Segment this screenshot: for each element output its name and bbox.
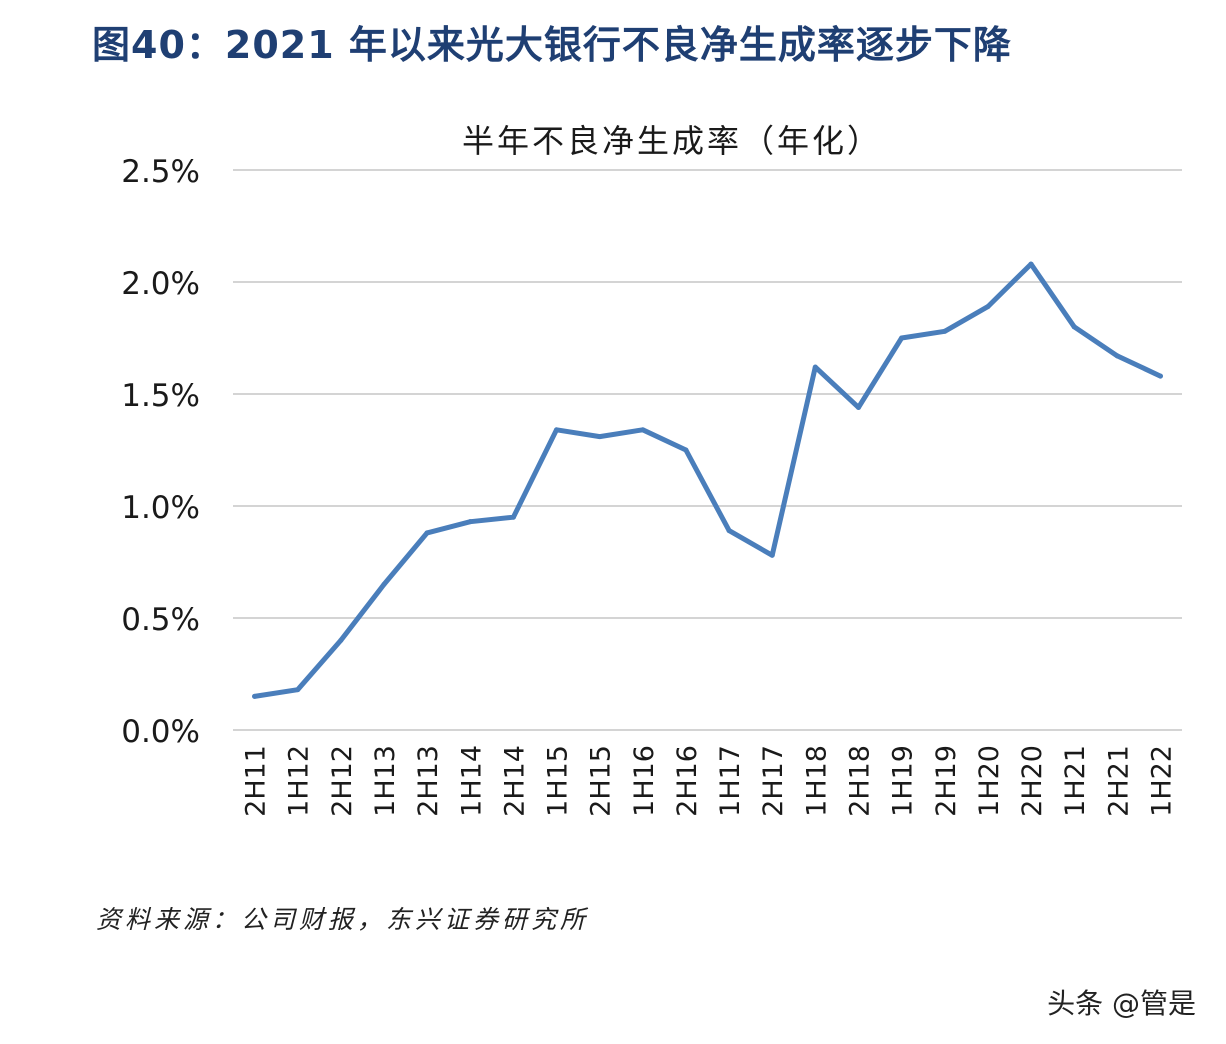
x-tick-label: 2H15 bbox=[586, 745, 617, 817]
x-tick-label: 1H16 bbox=[629, 745, 660, 817]
data-point bbox=[726, 528, 732, 534]
figure-title: 图40：2021 年以来光大银行不良净生成率逐步下降 bbox=[92, 23, 1012, 67]
data-point bbox=[640, 427, 646, 433]
data-point bbox=[985, 304, 991, 310]
chart-title: 半年不良净生成率（年化） bbox=[462, 122, 882, 160]
x-tick-label: 1H17 bbox=[715, 745, 746, 817]
x-tick-label: 2H21 bbox=[1103, 745, 1134, 817]
x-tick-label: 2H11 bbox=[241, 745, 272, 817]
data-point bbox=[424, 530, 430, 536]
data-point bbox=[1071, 324, 1077, 330]
x-tick-label: 2H18 bbox=[844, 745, 875, 817]
y-tick-label: 2.5% bbox=[121, 154, 200, 190]
data-point bbox=[1114, 353, 1120, 359]
y-axis-ticks: 0.0% 0.5% 1.0% 1.5% 2.0% 2.5% bbox=[121, 154, 200, 750]
data-point bbox=[812, 364, 818, 370]
y-tick-label: 2.0% bbox=[121, 266, 200, 302]
x-tick-label: 2H14 bbox=[499, 745, 530, 817]
data-point bbox=[1157, 373, 1163, 379]
x-tick-label: 2H16 bbox=[672, 745, 703, 817]
y-tick-label: 0.0% bbox=[121, 714, 200, 750]
data-point bbox=[381, 581, 387, 587]
watermark: 头条 @管是 bbox=[1047, 987, 1196, 1020]
x-axis-ticks: 2H11 1H12 2H12 1H13 2H13 1H14 2H14 1H15 2H15 1H16… bbox=[241, 745, 1178, 817]
x-tick-label: 2H12 bbox=[327, 745, 358, 817]
data-point bbox=[295, 687, 301, 693]
source-note: 资料来源：公司财报，东兴证券研究所 bbox=[96, 905, 590, 934]
x-tick-label: 1H22 bbox=[1146, 745, 1177, 817]
x-tick-label: 1H12 bbox=[284, 745, 315, 817]
series-line-group bbox=[252, 261, 1163, 699]
data-point bbox=[252, 693, 258, 699]
x-tick-label: 1H15 bbox=[543, 745, 574, 817]
data-point bbox=[510, 514, 516, 520]
data-point bbox=[597, 434, 603, 440]
x-tick-label: 1H14 bbox=[456, 745, 487, 817]
x-tick-label: 1H20 bbox=[974, 745, 1005, 817]
data-point bbox=[769, 552, 775, 558]
data-point bbox=[899, 335, 905, 341]
x-tick-label: 2H20 bbox=[1017, 745, 1048, 817]
x-tick-label: 1H19 bbox=[888, 745, 919, 817]
data-point bbox=[338, 637, 344, 643]
x-tick-label: 1H21 bbox=[1060, 745, 1091, 817]
y-tick-label: 1.0% bbox=[121, 490, 200, 526]
data-point bbox=[1028, 261, 1034, 267]
x-tick-label: 1H13 bbox=[370, 745, 401, 817]
gridlines bbox=[233, 169, 1182, 731]
x-tick-label: 1H18 bbox=[801, 745, 832, 817]
x-tick-label: 2H13 bbox=[413, 745, 444, 817]
line-chart: 半年不良净生成率（年化） 0.0% 0.5% 1.0% 1.5% 2.0% 2.5% 2H… bbox=[121, 122, 1182, 817]
data-point bbox=[942, 328, 948, 334]
data-point bbox=[683, 447, 689, 453]
data-point bbox=[855, 404, 861, 410]
x-tick-label: 2H19 bbox=[931, 745, 962, 817]
data-point bbox=[467, 519, 473, 525]
x-tick-label: 2H17 bbox=[758, 745, 789, 817]
y-tick-label: 0.5% bbox=[121, 602, 200, 638]
data-point bbox=[554, 427, 560, 433]
y-tick-label: 1.5% bbox=[121, 378, 200, 414]
series-line bbox=[252, 261, 1163, 699]
